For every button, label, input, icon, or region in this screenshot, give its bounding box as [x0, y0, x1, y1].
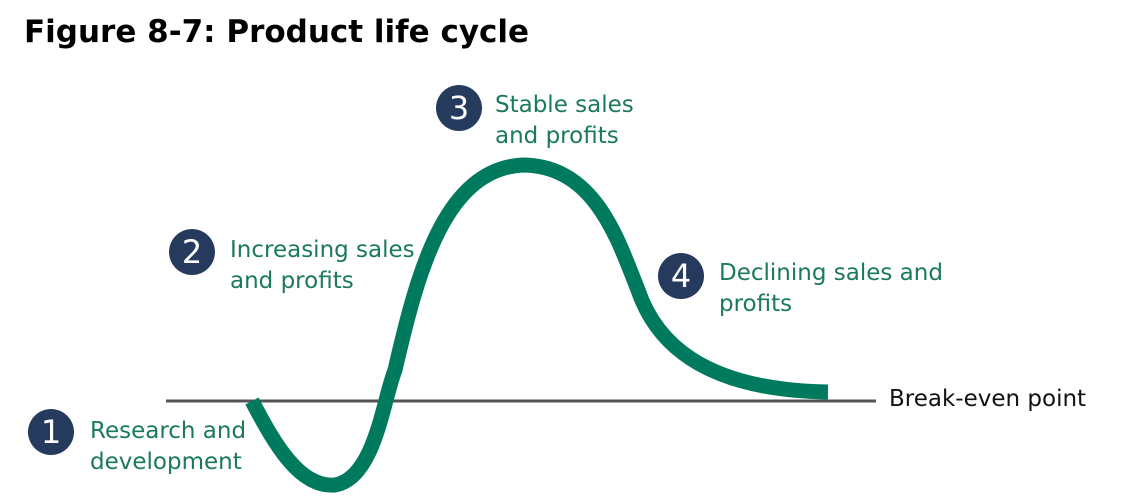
stage-3-label: Stable sales and profits: [495, 90, 634, 152]
stage-4-badge: 4: [658, 253, 704, 299]
stage-3-badge: 3: [436, 85, 482, 131]
stage-1-label-line1: Research and: [90, 418, 247, 444]
stage-1-label: Research and development: [90, 416, 246, 478]
stage-4-label-line1: Declining sales and: [719, 260, 943, 286]
stage-3-label-line1: Stable sales: [495, 92, 634, 118]
stage-2-label: Increasing sales and profits: [230, 235, 415, 297]
stage-4-label-line2: profits: [719, 291, 793, 317]
stage-3-label-line2: and profits: [495, 123, 619, 149]
stage-2-label-line1: Increasing sales: [230, 237, 415, 263]
break-even-label: Break-even point: [889, 386, 1087, 412]
figure-title: Figure 8-7: Product life cycle: [24, 14, 530, 50]
stage-1-label-line2: development: [90, 449, 242, 475]
stage-2-badge: 2: [169, 229, 215, 275]
stage-1-badge: 1: [28, 409, 74, 455]
stage-2-label-line2: and profits: [230, 268, 354, 294]
stage-4-label: Declining sales and profits: [719, 258, 943, 320]
life-cycle-curve: [245, 157, 829, 493]
